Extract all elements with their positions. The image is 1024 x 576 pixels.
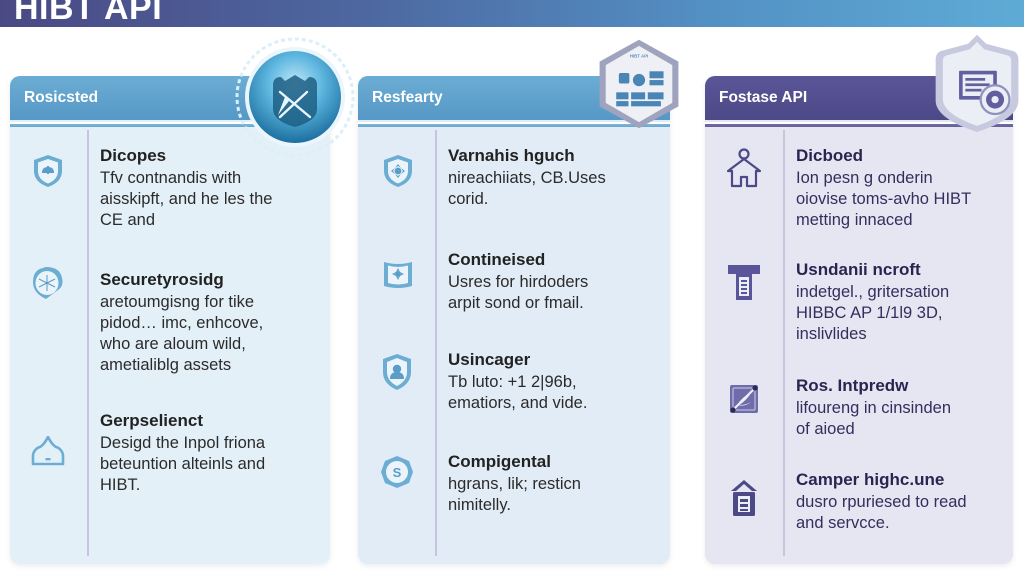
- svg-text:S: S: [393, 465, 402, 480]
- svg-text:HIBT API: HIBT API: [630, 53, 649, 58]
